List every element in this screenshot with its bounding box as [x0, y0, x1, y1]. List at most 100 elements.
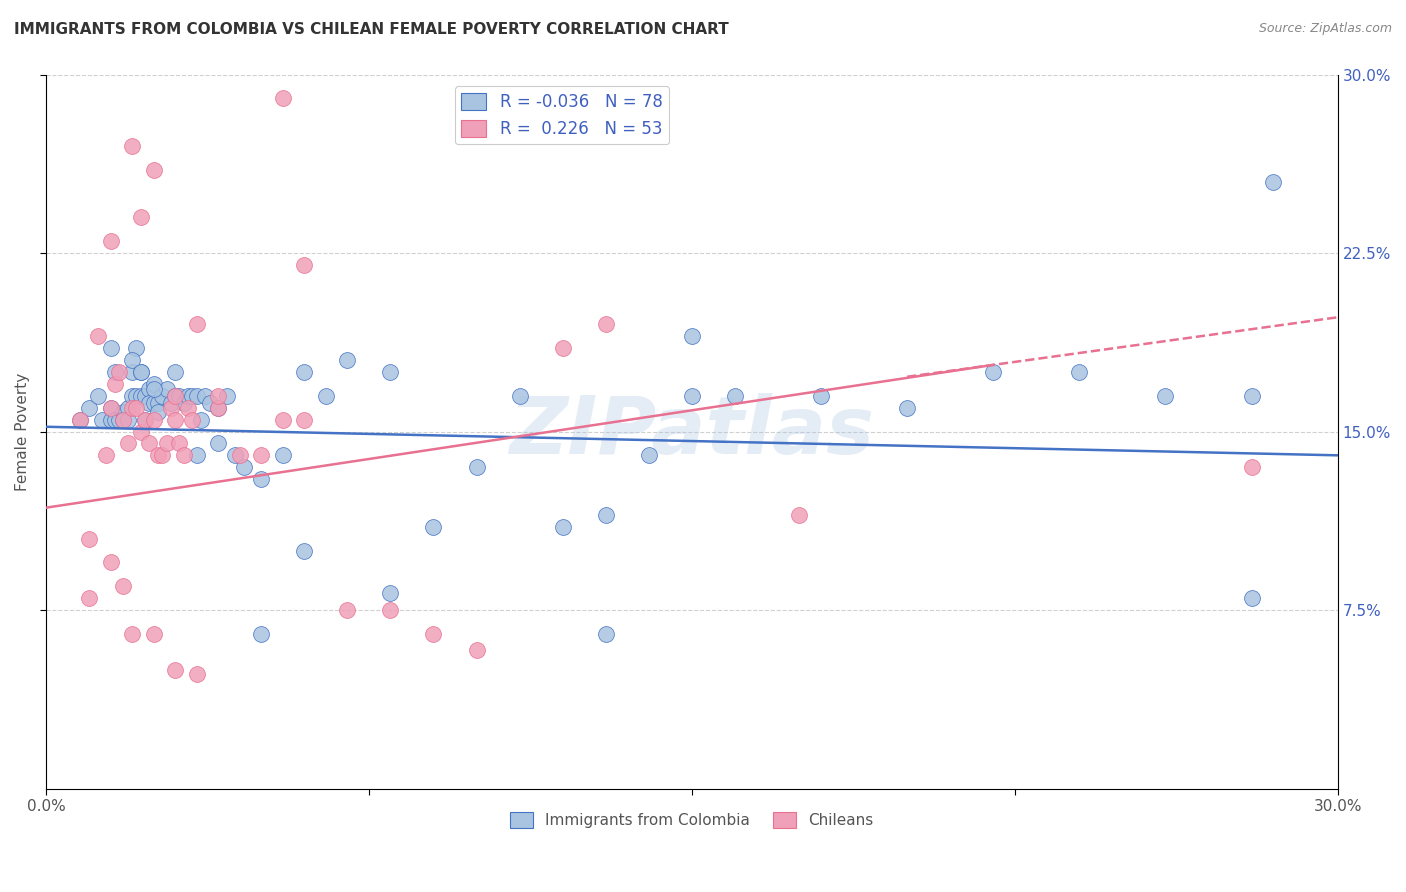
Point [198, 396, 221, 410]
Point [173, 396, 195, 410]
Point [292, 543, 315, 558]
Point [207, 436, 229, 450]
Point [138, 436, 160, 450]
Point [292, 365, 315, 379]
Point [160, 401, 183, 415]
Point [160, 396, 183, 410]
Point [336, 603, 359, 617]
Point [150, 448, 173, 462]
Point [146, 405, 169, 419]
Point [165, 663, 187, 677]
Point [112, 405, 135, 419]
Point [69, 412, 91, 426]
Point [681, 329, 703, 343]
Point [228, 448, 250, 462]
Point [117, 401, 139, 415]
Point [117, 436, 139, 450]
Point [465, 643, 488, 657]
Point [177, 401, 200, 415]
Point [509, 389, 531, 403]
Point [271, 412, 294, 426]
Point [100, 341, 122, 355]
Point [422, 519, 444, 533]
Point [125, 389, 148, 403]
Point [315, 389, 337, 403]
Point [129, 365, 152, 379]
Point [104, 376, 127, 391]
Point [981, 365, 1004, 379]
Point [194, 389, 217, 403]
Point [100, 412, 122, 426]
Point [207, 401, 229, 415]
Point [142, 382, 165, 396]
Legend: Immigrants from Colombia, Chileans: Immigrants from Colombia, Chileans [503, 806, 880, 834]
Point [112, 412, 135, 426]
Point [292, 258, 315, 272]
Point [207, 389, 229, 403]
Point [117, 412, 139, 426]
Point [112, 579, 135, 593]
Point [104, 365, 127, 379]
Point [336, 353, 359, 368]
Point [129, 365, 152, 379]
Point [207, 401, 229, 415]
Point [292, 412, 315, 426]
Point [129, 211, 152, 225]
Point [146, 448, 169, 462]
Point [165, 389, 187, 403]
Point [121, 401, 143, 415]
Point [112, 412, 135, 426]
Point [810, 389, 832, 403]
Point [104, 412, 127, 426]
Point [177, 389, 200, 403]
Point [150, 389, 173, 403]
Text: Source: ZipAtlas.com: Source: ZipAtlas.com [1258, 22, 1392, 36]
Point [380, 603, 402, 617]
Point [142, 396, 165, 410]
Point [165, 412, 187, 426]
Point [142, 627, 165, 641]
Point [121, 389, 143, 403]
Point [86, 389, 108, 403]
Point [129, 425, 152, 439]
Point [465, 460, 488, 475]
Point [595, 508, 617, 522]
Point [233, 460, 256, 475]
Point [186, 389, 208, 403]
Point [380, 586, 402, 600]
Point [91, 412, 114, 426]
Point [271, 448, 294, 462]
Point [173, 448, 195, 462]
Text: ZIPatlas: ZIPatlas [509, 392, 875, 470]
Point [108, 365, 131, 379]
Point [142, 412, 165, 426]
Point [69, 412, 91, 426]
Point [380, 365, 402, 379]
Point [108, 412, 131, 426]
Point [121, 139, 143, 153]
Point [186, 318, 208, 332]
Point [77, 532, 100, 546]
Point [96, 448, 118, 462]
Point [1154, 389, 1177, 403]
Point [250, 448, 273, 462]
Point [86, 329, 108, 343]
Point [595, 318, 617, 332]
Point [169, 389, 191, 403]
Point [142, 162, 165, 177]
Point [1261, 175, 1284, 189]
Point [129, 389, 152, 403]
Point [138, 382, 160, 396]
Point [789, 508, 811, 522]
Point [595, 627, 617, 641]
Point [121, 627, 143, 641]
Y-axis label: Female Poverty: Female Poverty [15, 372, 30, 491]
Point [138, 396, 160, 410]
Point [165, 389, 187, 403]
Point [100, 234, 122, 248]
Point [169, 436, 191, 450]
Point [551, 341, 574, 355]
Point [422, 627, 444, 641]
Point [134, 412, 156, 426]
Point [551, 519, 574, 533]
